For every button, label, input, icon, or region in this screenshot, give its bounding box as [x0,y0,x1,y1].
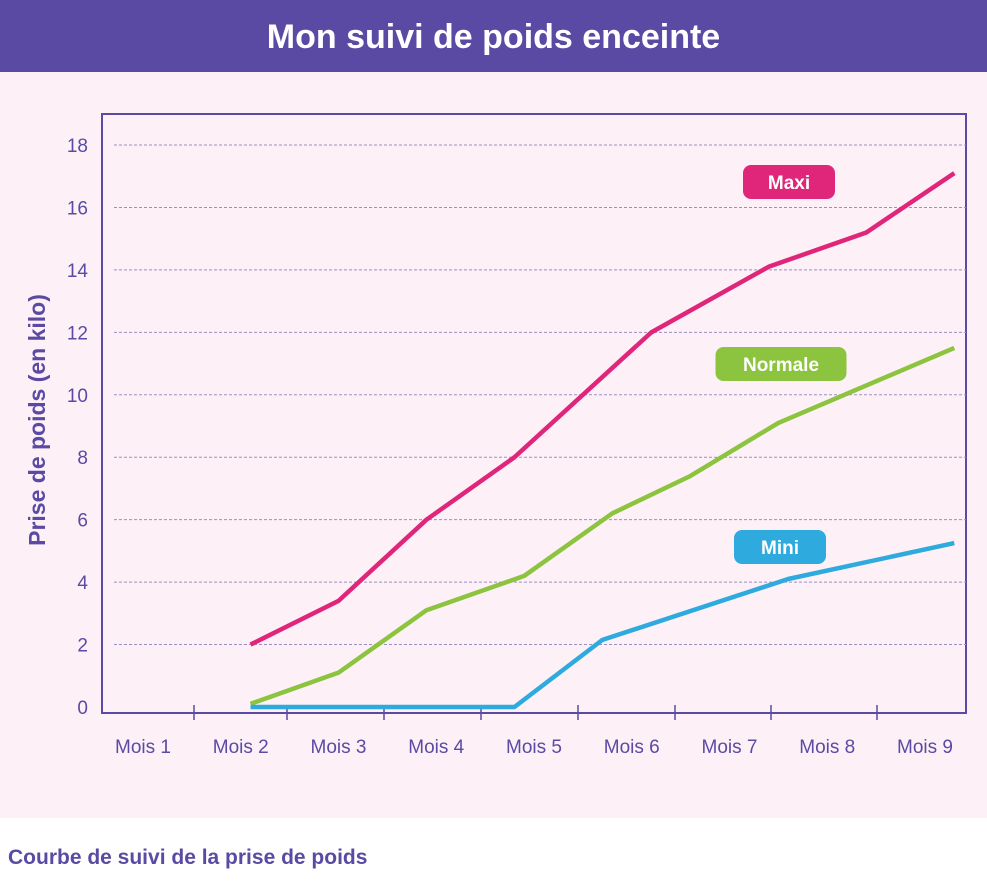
y-tick-label: 14 [67,261,89,282]
x-tick-label: Mois 8 [799,737,855,758]
y-tick-label: 10 [67,386,88,407]
series-line-maxi [249,171,956,647]
x-tick-label: Mois 3 [311,737,367,758]
chart-caption: Courbe de suivi de la prise de poids [8,846,368,869]
legend-badge-normale [715,347,847,381]
x-tick-label: Mois 1 [115,737,171,758]
series-line-normale [249,345,956,706]
x-tick-label: Mois 7 [702,737,758,758]
legend-label: Normale [743,355,819,376]
x-tick-label: Mois 9 [897,737,953,758]
y-tick-label: 18 [67,136,88,157]
y-tick-label: 6 [77,511,88,532]
legend-badge-maxi [743,165,835,199]
legend-badge-mini [734,530,826,564]
y-tick-label: 8 [77,448,88,469]
series-line-mini [250,540,955,710]
x-tick-label: Mois 4 [408,737,464,758]
weight-chart: 0 2 4 6 8 10 12 14 16 18 Mois 1 Mois 2 Mois 3 Mois 4 M… [24,113,967,758]
y-tick-label: 2 [77,636,88,657]
x-tick-label: Mois 2 [213,737,269,758]
y-tick-label: 12 [67,323,88,344]
y-tick-label: 4 [77,573,88,594]
y-tick-label: 16 [67,198,88,219]
legend-label: Mini [761,538,799,559]
x-tick-label: Mois 5 [506,737,562,758]
y-tick-label: 0 [77,698,88,719]
plot-frame [101,113,967,714]
y-axis-label: Prise de poids (en kilo) [24,294,50,546]
page-title: Mon suivi de poids enceinte [0,0,987,72]
legend-label: Maxi [768,173,810,194]
x-tick-label: Mois 6 [604,737,660,758]
